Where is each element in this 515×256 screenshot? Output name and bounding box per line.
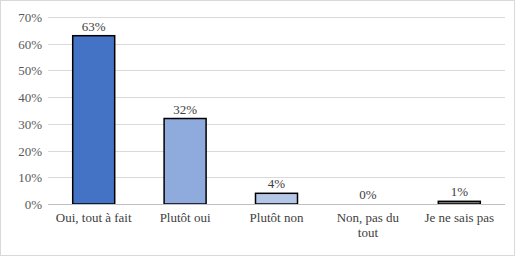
bar xyxy=(73,36,115,204)
y-tick-label: 60% xyxy=(18,37,42,52)
bars xyxy=(73,36,481,204)
label-line: Je ne sais pas xyxy=(424,210,494,225)
x-tick-label: Je ne sais pas xyxy=(424,210,494,225)
bar xyxy=(256,193,298,204)
label-line: Plutôt oui xyxy=(160,210,211,225)
chart: 0% 10% 20% 30% 40% 50% 60% 70% 63% Oui, tout à fa… xyxy=(0,0,515,256)
label-line: tout xyxy=(358,225,379,240)
grid-line xyxy=(48,124,505,125)
label-line: Non, pas du xyxy=(337,210,400,225)
data-label: 32% xyxy=(173,102,197,117)
bar xyxy=(164,119,206,204)
frame xyxy=(1,1,515,256)
x-tick-label: Plutôt non xyxy=(250,210,304,225)
x-axis-line xyxy=(48,204,505,205)
y-tick-label: 0% xyxy=(25,197,43,212)
y-tick-label: 20% xyxy=(18,144,42,159)
y-tick-label: 30% xyxy=(18,117,42,132)
label-line: Plutôt non xyxy=(250,210,304,225)
y-tick-label: 70% xyxy=(18,10,42,25)
grid-line xyxy=(48,204,505,205)
data-label: 1% xyxy=(451,184,469,199)
x-tick-label: Non, pas dutout xyxy=(337,210,400,240)
y-tick-label: 50% xyxy=(18,63,42,78)
bar xyxy=(438,201,480,204)
x-tick-label: Plutôt oui xyxy=(160,210,211,225)
data-label: 4% xyxy=(268,176,286,191)
grid-line xyxy=(48,151,505,152)
grid-line xyxy=(48,70,505,71)
y-tick-label: 40% xyxy=(18,90,42,105)
y-tick-label: 10% xyxy=(18,170,42,185)
data-label: 0% xyxy=(359,187,377,202)
data-label: 63% xyxy=(82,19,106,34)
x-tick-label: Oui, tout à fait xyxy=(56,210,132,225)
bar xyxy=(347,203,389,204)
label-line: Oui, tout à fait xyxy=(56,210,132,225)
grid-line xyxy=(48,17,505,18)
grid-line xyxy=(48,44,505,45)
y-axis-extent xyxy=(48,17,49,204)
labels: 63% Oui, tout à fait 32% Plutôt oui 4% Plutôt… xyxy=(56,19,494,240)
grid-line xyxy=(48,97,505,98)
